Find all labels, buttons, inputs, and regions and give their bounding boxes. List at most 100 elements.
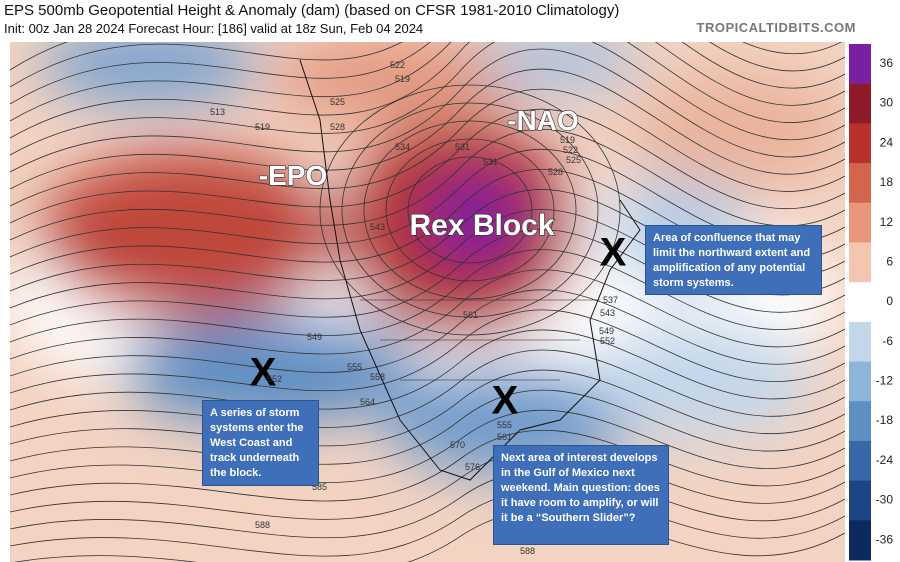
contour-label: 525 xyxy=(566,155,581,165)
annotation: A series of storm systems enter the West… xyxy=(202,400,319,486)
contour-label: 519 xyxy=(395,74,410,84)
contour-label: 522 xyxy=(563,145,578,155)
colorbar-label: 18 xyxy=(880,175,894,189)
colorbar-label: -36 xyxy=(876,532,894,546)
contour xyxy=(10,289,845,377)
contour xyxy=(10,490,845,557)
borders xyxy=(360,299,600,381)
contour xyxy=(10,42,845,122)
colorbar-swatch xyxy=(849,520,871,561)
colorbar-swatch xyxy=(849,83,871,124)
contour-label: 555 xyxy=(347,362,362,372)
contour xyxy=(10,469,845,539)
contour xyxy=(10,369,845,447)
colorbar-label: -30 xyxy=(876,493,894,507)
contour-label: 576 xyxy=(465,462,480,472)
contour-label: 531 xyxy=(455,142,470,152)
contour xyxy=(407,156,533,264)
contour xyxy=(10,68,845,190)
contour xyxy=(10,329,845,411)
colorbar-swatch xyxy=(849,321,871,363)
colorbar-swatch xyxy=(849,123,871,164)
contour-label: 558 xyxy=(370,372,385,382)
contour-label: 513 xyxy=(210,107,225,117)
contour-label: 522 xyxy=(390,60,405,70)
storm-marker: X xyxy=(600,231,627,275)
title: EPS 500mb Geopotential Height & Anomaly … xyxy=(4,2,620,19)
colorbar-swatch xyxy=(849,202,871,243)
map-label: -NAO xyxy=(507,105,579,136)
contour xyxy=(10,42,845,156)
contour xyxy=(10,309,845,394)
contour-label: 549 xyxy=(599,326,614,336)
coastline xyxy=(299,59,641,481)
source: TROPICALTIDBITS.COM xyxy=(696,20,856,35)
contour-label: 531 xyxy=(483,157,498,167)
contour xyxy=(10,409,845,484)
colorbar-label: 12 xyxy=(880,215,894,229)
contour xyxy=(319,84,621,336)
contour xyxy=(13,510,845,562)
contour xyxy=(10,389,845,465)
storm-marker: X xyxy=(492,379,519,423)
contour xyxy=(10,42,845,88)
contour-label: 564 xyxy=(360,397,375,407)
contour-label: 588 xyxy=(255,520,270,530)
colorbar-swatch xyxy=(849,163,871,204)
contour-label: 525 xyxy=(330,97,345,107)
colorbar-swatch xyxy=(849,480,871,521)
contour xyxy=(10,229,845,326)
contour xyxy=(10,42,845,105)
contour-label: 561 xyxy=(463,310,478,320)
contour-label: 528 xyxy=(548,167,563,177)
contour xyxy=(10,129,845,241)
colorbar-label: -6 xyxy=(882,334,893,348)
annotation: Area of confluence that may limit the no… xyxy=(645,225,822,295)
contour xyxy=(10,108,845,224)
contour xyxy=(10,249,845,343)
contour-label: 543 xyxy=(600,308,615,318)
contour-label: 561 xyxy=(497,432,512,442)
annotation: Next area of interest develops in the Gu… xyxy=(493,445,669,545)
colorbar-swatch xyxy=(849,44,871,85)
colorbar-label: -12 xyxy=(876,374,894,388)
contour-label: 588 xyxy=(520,546,535,556)
storm-marker: X xyxy=(250,351,277,395)
colorbar-swatch xyxy=(849,282,871,323)
contour xyxy=(341,102,599,318)
colorbar-swatch xyxy=(849,361,871,402)
contour xyxy=(10,88,845,207)
contour xyxy=(10,269,845,360)
colorbar-swatch xyxy=(849,401,871,442)
colorbar-label: 36 xyxy=(880,56,894,70)
colorbar-swatch xyxy=(849,440,871,482)
contour xyxy=(10,42,845,139)
contour xyxy=(10,429,845,502)
map-label: -EPO xyxy=(259,160,327,191)
colorbar: 36 30 24 18 12 6 0 -6 -12 -18 -24 -30 -36 xyxy=(849,44,893,561)
contour xyxy=(363,120,577,300)
contour xyxy=(10,349,845,428)
contour xyxy=(10,449,845,520)
colorbar-label: 6 xyxy=(886,254,893,268)
contour-label: 534 xyxy=(395,142,410,152)
contour-label: 570 xyxy=(450,440,465,450)
colorbar-label: 24 xyxy=(880,135,894,149)
subtitle: Init: 00z Jan 28 2024 Forecast Hour: [18… xyxy=(4,21,424,36)
contour-label: 519 xyxy=(255,122,270,132)
colorbar-label: 30 xyxy=(880,96,894,110)
contour-label: 537 xyxy=(603,295,618,305)
contour-label: 549 xyxy=(307,332,322,342)
colorbar-label: -18 xyxy=(876,413,894,427)
contour-label: 585 xyxy=(312,482,327,492)
contour xyxy=(10,48,845,173)
contour-label: 555 xyxy=(497,420,512,430)
contour-label: 528 xyxy=(330,122,345,132)
contour-label: 552 xyxy=(267,374,282,384)
map-label: Rex Block xyxy=(409,209,554,242)
contour-label: 552 xyxy=(600,336,615,346)
colorbar-label: 0 xyxy=(886,294,893,308)
contour-label: 519 xyxy=(560,135,575,145)
colorbar-swatch xyxy=(849,242,871,283)
contour-label: 543 xyxy=(370,222,385,232)
